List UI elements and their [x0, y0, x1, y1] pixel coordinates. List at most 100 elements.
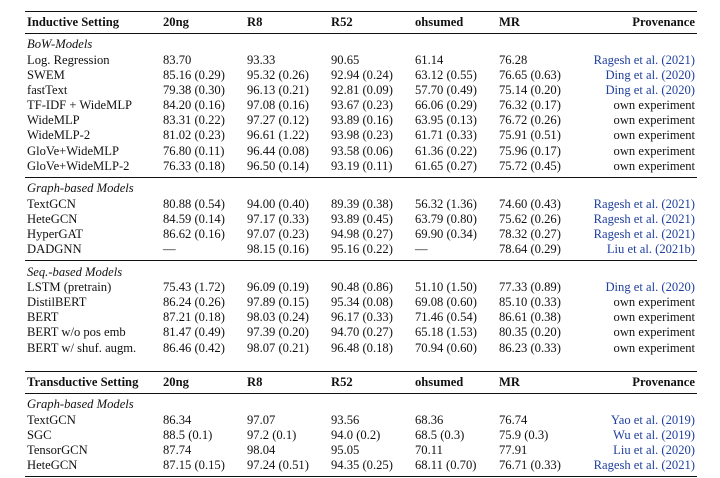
score-cell: 81.02 (0.23)	[163, 128, 225, 143]
score-cell: 80.88 (0.54)	[163, 196, 225, 211]
score-cell: 97.2 (0.1)	[247, 427, 297, 442]
results-table: Inductive Setting 20ng R8 R52 ohsumed MR Prove…	[25, 11, 697, 477]
results-table-body: Inductive Setting 20ng R8 R52 ohsumed MR Prove…	[25, 11, 697, 477]
horizontal-rule	[25, 173, 697, 178]
group-heading-row: Seq.-based Models	[25, 261, 697, 281]
provenance-cell: own experiment	[613, 325, 695, 340]
score-cell: 78.64 (0.29)	[499, 242, 561, 257]
score-cell: 75.9 (0.3)	[499, 427, 549, 442]
model-name-cell: DADGNN	[27, 242, 82, 257]
table-row: WideMLP-2 81.02 (0.23) 96.61 (1.22) 93.98 (…	[25, 128, 697, 143]
score-cell: 61.14	[415, 53, 444, 67]
score-cell: 95.05	[331, 442, 360, 457]
score-cell: 94.00 (0.40)	[247, 196, 309, 211]
score-cell: 96.17 (0.33)	[331, 310, 393, 325]
score-cell: —	[415, 242, 428, 257]
citation-link[interactable]: Wu et al. (2019)	[612, 427, 695, 442]
citation-link[interactable]: Ragesh et al. (2021)	[593, 211, 695, 226]
provenance-cell: own experiment	[613, 128, 695, 143]
score-cell: 56.32 (1.36)	[415, 196, 477, 211]
group-heading: Graph-based Models	[27, 397, 134, 412]
dataset-header: MR	[497, 370, 581, 394]
score-cell: 77.91	[499, 442, 528, 457]
score-cell: 69.08 (0.60)	[415, 295, 477, 310]
table-row: HeteGCN 87.15 (0.15) 97.24 (0.51) 94.35 (0.…	[25, 458, 697, 473]
score-cell: 86.24 (0.26)	[163, 295, 225, 310]
table-row: DADGNN — 98.15 (0.16) 95.16 (0.22) — 78.64 (0…	[25, 242, 697, 257]
score-cell: 76.28	[499, 53, 528, 67]
score-cell: 76.32 (0.17)	[499, 98, 561, 113]
score-cell: 90.65	[331, 53, 360, 67]
citation-link[interactable]: Yao et al. (2019)	[610, 412, 695, 427]
score-cell: 87.15 (0.15)	[163, 457, 225, 472]
score-cell: 61.71 (0.33)	[415, 128, 477, 143]
table-row: TF-IDF + WideMLP 84.20 (0.16) 97.08 (0.16)…	[25, 98, 697, 113]
provenance-cell: own experiment	[613, 98, 695, 113]
citation-link[interactable]: Ragesh et al. (2021)	[593, 196, 695, 211]
score-cell: 65.18 (1.53)	[415, 325, 477, 340]
score-cell: 90.48 (0.86)	[331, 280, 393, 295]
score-cell: 85.16 (0.29)	[163, 68, 225, 83]
group-heading: Seq.-based Models	[27, 264, 123, 279]
score-cell: 81.47 (0.49)	[163, 325, 225, 340]
citation-link[interactable]: Liu et al. (2020)	[613, 442, 695, 457]
setting-header: Transductive Setting	[25, 370, 161, 394]
score-cell: 98.04	[247, 442, 276, 457]
horizontal-rule	[25, 356, 697, 372]
citation-link[interactable]: Ragesh et al. (2021)	[593, 53, 695, 67]
dataset-header: R8	[245, 11, 329, 34]
score-cell: 63.95 (0.13)	[415, 113, 477, 128]
table-row: SWEM 85.16 (0.29) 95.32 (0.26) 92.94 (0.24)…	[25, 68, 697, 83]
score-cell: 63.12 (0.55)	[415, 68, 477, 83]
citation-link[interactable]: Ding et al. (2020)	[605, 280, 695, 295]
model-name-cell: TextGCN	[27, 196, 76, 211]
score-cell: 70.94 (0.60)	[415, 340, 477, 355]
score-cell: 68.5 (0.3)	[415, 427, 465, 442]
citation-link[interactable]: Ding et al. (2020)	[605, 83, 695, 98]
score-cell: 83.70	[163, 53, 192, 67]
score-cell: 61.65 (0.27)	[415, 158, 477, 173]
citation-link[interactable]: Ragesh et al. (2021)	[593, 457, 695, 472]
score-cell: 78.32 (0.27)	[499, 226, 561, 241]
score-cell: 96.61 (1.22)	[247, 128, 309, 143]
citation-link[interactable]: Ding et al. (2020)	[605, 68, 695, 83]
dataset-header: R8	[245, 370, 329, 394]
table-row: BERT w/o pos emb 81.47 (0.49) 97.39 (0.20)…	[25, 325, 697, 340]
score-cell: 92.94 (0.24)	[331, 68, 393, 83]
score-cell: 94.98 (0.27)	[331, 226, 393, 241]
score-cell: 74.60 (0.43)	[499, 196, 561, 211]
dataset-header: 20ng	[161, 370, 245, 394]
score-cell: 98.07 (0.21)	[247, 340, 309, 355]
score-cell: 96.09 (0.19)	[247, 280, 309, 295]
model-name-cell: BERT	[27, 310, 59, 325]
dataset-header: ohsumed	[413, 370, 497, 394]
citation-link[interactable]: Ragesh et al. (2021)	[593, 226, 695, 241]
score-cell: 85.10 (0.33)	[499, 295, 561, 310]
score-cell: 97.89 (0.15)	[247, 295, 309, 310]
model-name-cell: GloVe+WideMLP	[27, 143, 119, 158]
results-table-container: Inductive Setting 20ng R8 R52 ohsumed MR Prove…	[25, 11, 697, 477]
group-heading: Graph-based Models	[27, 181, 134, 196]
dataset-header: 20ng	[161, 11, 245, 34]
group-heading-row: Graph-based Models	[25, 177, 697, 197]
provenance-cell: own experiment	[613, 340, 695, 355]
score-cell: 76.71 (0.33)	[499, 457, 561, 472]
score-cell: 70.11	[415, 442, 443, 457]
setting-header: Inductive Setting	[25, 11, 161, 34]
score-cell: 88.5 (0.1)	[163, 427, 213, 442]
model-name-cell: TensorGCN	[27, 442, 88, 457]
score-cell: 94.35 (0.25)	[331, 457, 393, 472]
score-cell: 84.20 (0.16)	[163, 98, 225, 113]
score-cell: 92.81 (0.09)	[331, 83, 393, 98]
score-cell: 93.58 (0.06)	[331, 143, 393, 158]
score-cell: 97.07 (0.23)	[247, 226, 309, 241]
score-cell: 75.91 (0.51)	[499, 128, 561, 143]
model-name-cell: LSTM (pretrain)	[27, 280, 112, 295]
score-cell: 69.90 (0.34)	[415, 226, 477, 241]
dataset-header: ohsumed	[413, 11, 497, 34]
score-cell: 96.50 (0.14)	[247, 158, 309, 173]
dataset-header: R52	[329, 370, 413, 394]
score-cell: 86.34	[163, 412, 192, 427]
table-row: LSTM (pretrain) 75.43 (1.72) 96.09 (0.19) 9…	[25, 280, 697, 295]
citation-link[interactable]: Liu et al. (2021b)	[606, 242, 695, 257]
